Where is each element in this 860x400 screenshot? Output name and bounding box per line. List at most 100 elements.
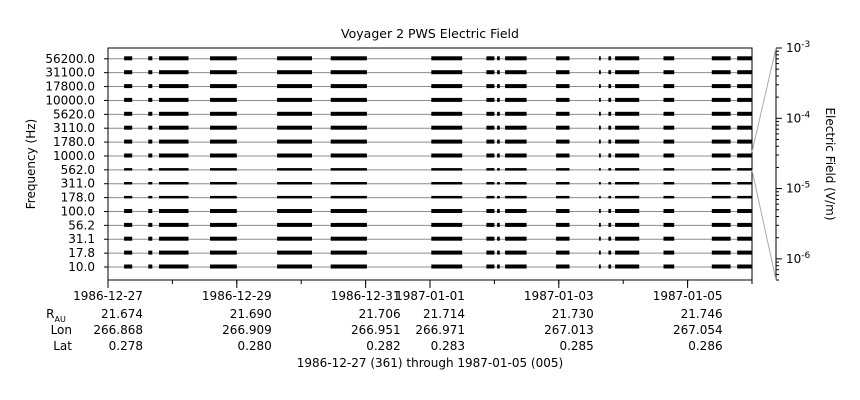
data-band bbox=[124, 70, 133, 75]
data-band bbox=[159, 168, 189, 171]
data-band bbox=[277, 236, 312, 241]
data-band bbox=[737, 111, 752, 116]
data-band bbox=[159, 139, 189, 144]
y-tick-label: 10000.0 bbox=[45, 93, 95, 107]
colorbar-axis: 10-3 10-4 10-5 10-6 bbox=[751, 40, 811, 281]
data-band bbox=[486, 97, 495, 102]
x-tick-label: 1986-12-27 bbox=[73, 289, 143, 303]
data-band bbox=[711, 153, 731, 158]
data-band bbox=[556, 222, 570, 227]
y-tick-label: 17800.0 bbox=[45, 80, 95, 94]
y-tick-label: 31.1 bbox=[68, 232, 95, 246]
data-band bbox=[277, 209, 312, 213]
data-band bbox=[737, 70, 752, 75]
data-band bbox=[711, 56, 731, 61]
data-band bbox=[159, 195, 189, 199]
data-band bbox=[663, 84, 675, 89]
data-band bbox=[737, 195, 752, 199]
data-band bbox=[277, 195, 312, 199]
data-band bbox=[497, 222, 500, 227]
data-band bbox=[663, 111, 675, 116]
data-band bbox=[277, 125, 312, 130]
data-band bbox=[556, 111, 570, 116]
data-band bbox=[556, 195, 570, 199]
data-band bbox=[615, 209, 640, 213]
data-band bbox=[431, 168, 463, 171]
data-band bbox=[330, 153, 367, 158]
data-band bbox=[556, 70, 570, 75]
data-band bbox=[277, 250, 312, 255]
data-band bbox=[608, 264, 612, 269]
data-band bbox=[486, 56, 495, 61]
data-band bbox=[599, 209, 601, 213]
y-tick-label: 31100.0 bbox=[45, 66, 95, 80]
data-band bbox=[737, 56, 752, 61]
data-band bbox=[330, 209, 367, 213]
data-band bbox=[615, 97, 640, 102]
data-band bbox=[210, 125, 237, 130]
y-tick-label: 56.2 bbox=[68, 218, 95, 232]
data-band bbox=[148, 222, 153, 227]
data-band bbox=[486, 168, 495, 171]
data-band bbox=[615, 222, 640, 227]
data-band bbox=[711, 209, 731, 213]
data-band bbox=[159, 250, 189, 255]
data-band bbox=[556, 125, 570, 130]
data-band bbox=[608, 168, 612, 171]
lon-row-label: Lon bbox=[51, 323, 72, 337]
data-band bbox=[277, 97, 312, 102]
data-band bbox=[486, 153, 495, 158]
lat-value: 0.286 bbox=[688, 339, 722, 353]
data-band bbox=[330, 182, 367, 185]
r-au-value: 21.674 bbox=[101, 307, 143, 321]
data-band bbox=[330, 56, 367, 61]
ephemeris-rows: 1986-12-27 21.674 266.868 0.278 1986-12-29 21… bbox=[46, 289, 722, 353]
data-band bbox=[497, 139, 500, 144]
lat-value: 0.283 bbox=[431, 339, 465, 353]
data-band bbox=[277, 222, 312, 227]
data-band bbox=[556, 236, 570, 241]
data-band bbox=[608, 250, 612, 255]
data-band bbox=[124, 97, 133, 102]
data-band bbox=[497, 153, 500, 158]
data-band bbox=[556, 153, 570, 158]
data-band bbox=[330, 168, 367, 171]
data-band bbox=[330, 250, 367, 255]
data-band bbox=[737, 250, 752, 255]
r-au-value: 21.706 bbox=[359, 307, 401, 321]
data-band bbox=[431, 139, 463, 144]
data-band bbox=[124, 222, 133, 227]
colorbar-tick-label: 10-6 bbox=[786, 251, 811, 266]
data-band bbox=[505, 84, 527, 89]
x-tick-label: 1987-01-05 bbox=[653, 289, 723, 303]
data-band bbox=[124, 84, 133, 89]
data-band bbox=[159, 56, 189, 61]
data-band bbox=[277, 168, 312, 171]
data-band bbox=[124, 250, 133, 255]
data-band bbox=[486, 236, 495, 241]
data-band bbox=[124, 195, 133, 199]
data-band bbox=[431, 70, 463, 75]
x-axis-label: 1986-12-27 (361) through 1987-01-05 (005… bbox=[297, 356, 563, 370]
data-band bbox=[210, 182, 237, 185]
data-band bbox=[277, 153, 312, 158]
data-band bbox=[556, 56, 570, 61]
lat-value: 0.282 bbox=[366, 339, 400, 353]
data-band bbox=[148, 264, 153, 269]
data-band bbox=[431, 209, 463, 213]
data-band bbox=[210, 139, 237, 144]
data-band bbox=[148, 209, 153, 213]
data-band bbox=[497, 209, 500, 213]
data-band bbox=[330, 195, 367, 199]
data-band bbox=[737, 209, 752, 213]
data-band bbox=[497, 168, 500, 171]
data-band bbox=[608, 125, 612, 130]
data-band bbox=[737, 168, 752, 171]
data-band bbox=[431, 84, 463, 89]
data-band bbox=[486, 222, 495, 227]
colorbar-connector bbox=[751, 169, 777, 281]
data-band bbox=[505, 125, 527, 130]
data-band bbox=[599, 97, 601, 102]
